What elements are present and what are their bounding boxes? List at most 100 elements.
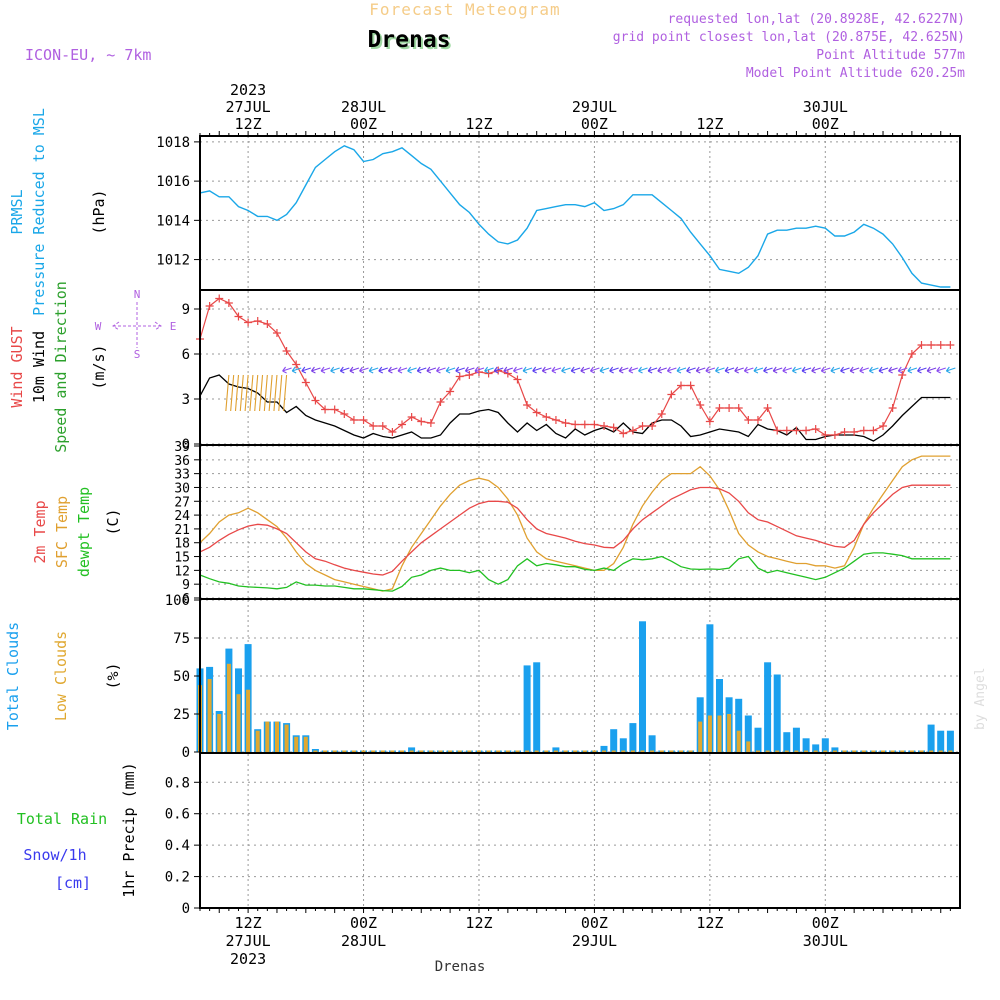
- wind-direction-arrow: [387, 366, 398, 374]
- wind-direction-arrow: [734, 366, 744, 374]
- gust-marker: [561, 419, 570, 427]
- panel-ylabel: Speed and Direction: [52, 281, 70, 453]
- y-tick-label: 24: [174, 509, 190, 524]
- gust-marker: [321, 405, 330, 414]
- total-cloud-bar: [812, 744, 820, 752]
- wind-direction-arrow: [945, 366, 956, 374]
- wind-direction-arrow: [493, 366, 504, 374]
- total-cloud-bar: [629, 723, 637, 752]
- total-cloud-bar: [754, 727, 762, 752]
- bottom-time-label: 00Z: [812, 914, 839, 932]
- plot-frame: [199, 135, 961, 909]
- wind-direction-arrow: [291, 366, 302, 374]
- low-cloud-bar: [679, 750, 683, 752]
- wind-barb: [283, 374, 288, 412]
- y-tick-label: 50: [173, 669, 190, 685]
- gust-marker: [811, 425, 820, 433]
- wind-direction-arrow: [753, 366, 764, 374]
- panel-ylabel: PRMSL: [8, 189, 26, 234]
- low-cloud-bar: [486, 750, 491, 752]
- top-time-label: 27JUL: [226, 98, 271, 116]
- wind-direction-arrow: [561, 366, 571, 374]
- total-cloud-bar: [408, 747, 416, 752]
- compass-s-label: S: [134, 348, 141, 361]
- meteogram-subtitle: Forecast Meteogram: [369, 0, 560, 19]
- gust-marker: [753, 416, 762, 424]
- low-cloud-bar: [823, 750, 828, 752]
- y-tick-label: 1012: [156, 253, 190, 269]
- y-tick-label: 9: [182, 578, 190, 593]
- wind-direction-arrow: [609, 366, 619, 374]
- wind-direction-arrow: [868, 366, 879, 374]
- y-tick-label: 18: [174, 537, 190, 552]
- wind-direction-arrow: [513, 366, 523, 374]
- low-cloud-bar: [852, 750, 857, 752]
- total-cloud-bar: [600, 745, 608, 752]
- wind-direction-arrow: [397, 366, 408, 374]
- low-cloud-bar: [948, 750, 953, 752]
- gust-marker: [840, 428, 849, 436]
- pressure-unit: (hPa): [90, 189, 108, 234]
- snow-label: Snow/1h: [23, 846, 86, 864]
- gust-marker: [215, 294, 224, 303]
- wind-direction-arrow: [724, 366, 735, 374]
- wind-barb: [249, 374, 254, 412]
- gust-marker: [398, 420, 407, 429]
- gust-marker: [532, 408, 541, 417]
- gust-marker: [600, 422, 609, 430]
- wind-direction-arrow: [859, 366, 869, 374]
- low-cloud-bar: [727, 714, 732, 752]
- gust-marker: [725, 404, 734, 412]
- total-cloud-bar: [648, 735, 656, 752]
- low-cloud-bar: [226, 663, 231, 752]
- total-cloud-bar: [610, 729, 618, 752]
- y-tick-label: 21: [174, 523, 190, 538]
- dewpt-line: [199, 552, 951, 592]
- low-cloud-bar: [688, 750, 693, 752]
- wind-barb: [278, 374, 283, 412]
- wind-direction-arrow: [339, 366, 350, 374]
- gust-marker: [773, 426, 782, 435]
- wind-direction-arrow: [926, 366, 937, 374]
- low-cloud-bar: [582, 750, 587, 752]
- y-tick-label: 12: [174, 564, 190, 579]
- total-cloud-bar: [639, 621, 646, 752]
- gust-marker: [542, 413, 551, 421]
- wind-direction-arrow: [820, 366, 831, 374]
- wind-barb: [230, 374, 235, 412]
- gust-marker: [782, 426, 791, 435]
- top-time-label: 29JUL: [572, 98, 617, 116]
- wind-direction-arrow: [849, 366, 860, 374]
- gust-marker: [869, 426, 878, 435]
- gust-marker: [927, 341, 936, 349]
- top-time-label: 00Z: [812, 115, 839, 133]
- low-cloud-bar: [746, 741, 751, 752]
- y-tick-label: 100: [165, 593, 190, 609]
- y-tick-label: 27: [174, 495, 190, 510]
- wind-direction-arrow: [830, 366, 841, 374]
- low-cloud-bar: [602, 750, 606, 752]
- y-tick-label: 36: [174, 454, 190, 469]
- y-tick-label: 0: [182, 745, 190, 761]
- gust-marker: [455, 372, 464, 381]
- low-cloud-bar: [659, 750, 664, 752]
- wind-barb: [263, 374, 268, 412]
- wind-direction-arrow: [282, 366, 292, 374]
- low-cloud-bar: [246, 689, 251, 752]
- y-tick-label: 3: [182, 392, 190, 408]
- low-cloud-bar: [909, 750, 914, 752]
- gust-marker: [879, 422, 888, 430]
- gust-marker: [936, 341, 945, 349]
- wind-direction-arrow: [311, 366, 321, 374]
- total-cloud-bar: [533, 662, 541, 752]
- top-time-label: 2023: [230, 81, 266, 99]
- gust-marker: [850, 428, 859, 436]
- bottom-time-label: 12Z: [235, 914, 262, 932]
- panel-ylabel: Total Clouds: [4, 622, 22, 730]
- compass-n-label: N: [134, 288, 141, 301]
- gust-marker: [580, 420, 589, 429]
- low-cloud-bar: [207, 679, 212, 752]
- low-cloud-bar: [294, 736, 299, 752]
- low-cloud-bar: [621, 750, 626, 752]
- gust-marker: [648, 422, 657, 430]
